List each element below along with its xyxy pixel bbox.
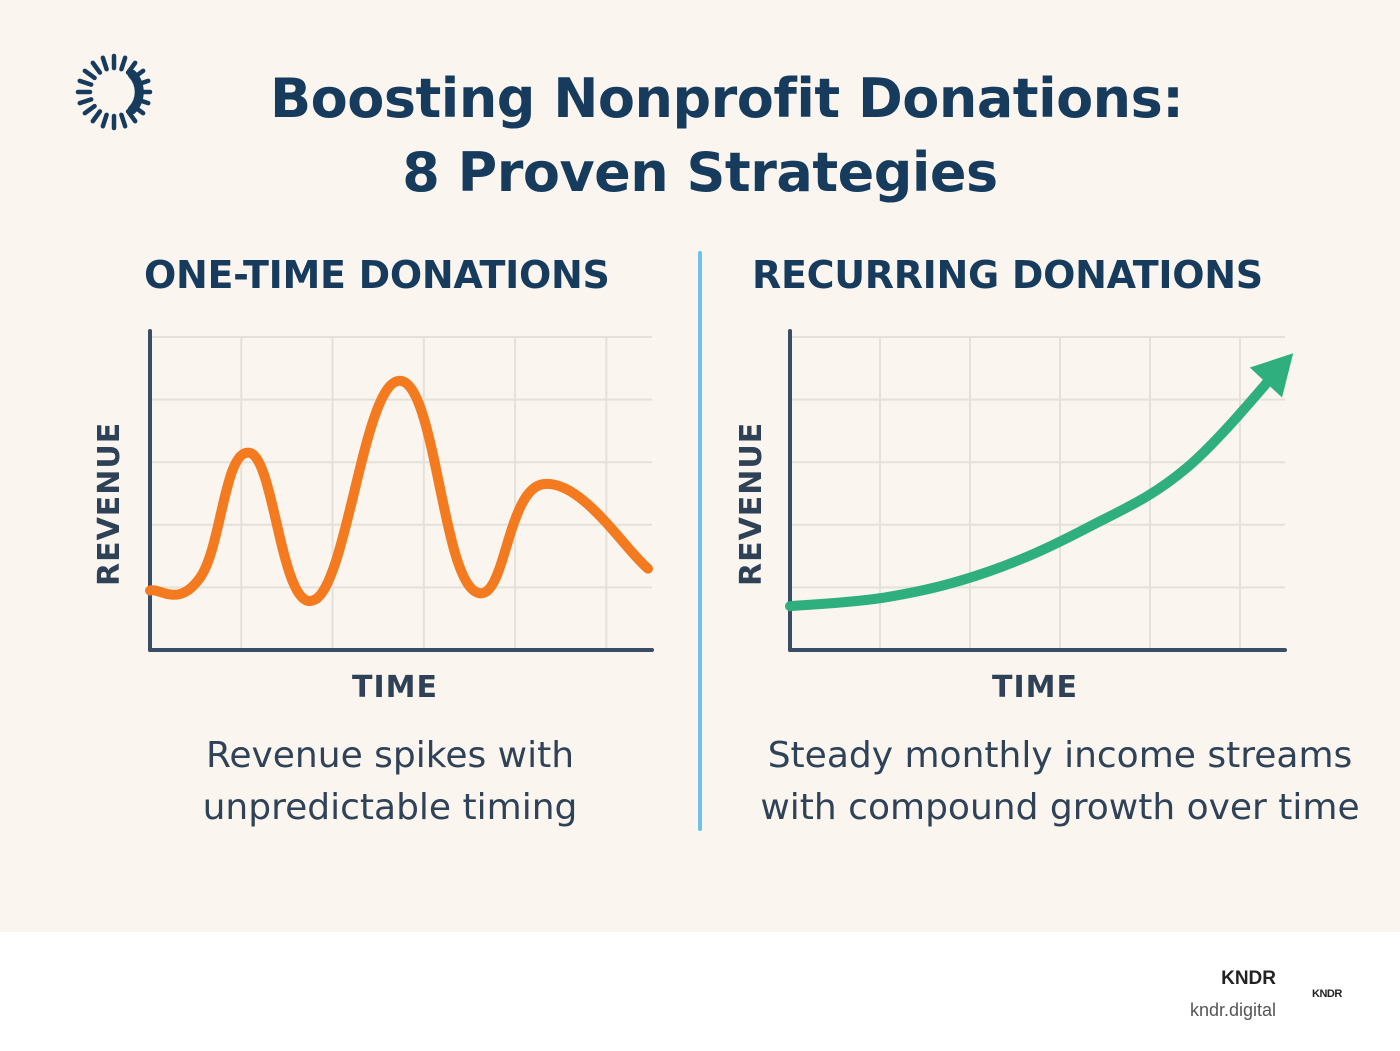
- infographic-card: Boosting Nonprofit Donations: 8 Proven S…: [0, 0, 1400, 932]
- brand-logo-mark: KNDR: [1312, 988, 1342, 1000]
- one-time-y-axis-label: REVENUE: [92, 421, 127, 586]
- growth-arrowhead: [1249, 353, 1294, 398]
- one-time-caption-line-1: Revenue spikes with: [205, 735, 575, 776]
- logo-ray: [100, 55, 109, 72]
- brand-url-link[interactable]: kndr.digital: [1189, 1000, 1276, 1020]
- recurring-caption-line-2: with compound growth over time: [760, 787, 1360, 828]
- logo-ray: [90, 109, 103, 124]
- one-time-caption: Revenue spikes with unpredictable timing: [130, 730, 650, 834]
- logo-arc: [127, 69, 144, 115]
- recurring-caption: Steady monthly income streams with compo…: [740, 730, 1380, 834]
- page-title: Boosting Nonprofit Donations: 8 Proven S…: [0, 62, 1400, 210]
- logo-ray: [119, 55, 128, 72]
- recurring-caption-line-1: Steady monthly income streams: [767, 735, 1353, 776]
- logo-ray: [90, 60, 103, 75]
- logo-ray: [119, 112, 128, 129]
- recurring-x-axis-label: TIME: [992, 670, 1078, 705]
- brand-name: KNDR: [1221, 968, 1276, 989]
- recurring-donations-heading: RECURRING DONATIONS: [752, 253, 1263, 297]
- charts-canvas: [145, 329, 1294, 652]
- one-time-caption-line-2: unpredictable timing: [202, 787, 578, 828]
- logo-ray: [77, 97, 94, 106]
- one-time-chart: [145, 329, 654, 652]
- logo-ray: [82, 68, 97, 81]
- sunburst-ring-icon: [75, 53, 153, 131]
- one-time-x-axis-label: TIME: [352, 670, 438, 705]
- one-time-revenue-line: [145, 375, 653, 606]
- recurring-chart: [785, 329, 1294, 652]
- logo-ray: [77, 78, 94, 87]
- recurring-y-axis-label: REVENUE: [734, 421, 769, 586]
- logo-ray: [100, 112, 109, 129]
- one-time-donations-heading: ONE-TIME DONATIONS: [144, 253, 610, 297]
- logo-ray: [82, 103, 97, 116]
- title-line-1: Boosting Nonprofit Donations:: [270, 67, 1184, 130]
- panel-divider: [698, 251, 702, 831]
- title-line-2: 8 Proven Strategies: [402, 141, 998, 204]
- recurring-revenue-line: [785, 357, 1290, 612]
